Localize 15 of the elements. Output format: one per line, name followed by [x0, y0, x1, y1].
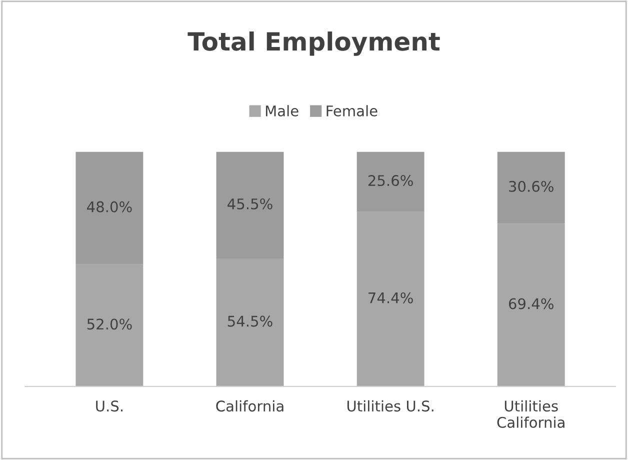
data-label: 54.5% — [228, 316, 272, 327]
data-label: 25.6% — [368, 175, 413, 186]
x-tick-label: Utilities California — [497, 400, 564, 428]
data-label: 69.4% — [508, 298, 554, 310]
data-label: 74.4% — [368, 292, 413, 304]
data-label: 52.0% — [87, 318, 132, 330]
x-tick-label: U.S. — [96, 400, 122, 412]
data-label: 45.5% — [228, 198, 272, 210]
chart-title: Total Employment — [188, 32, 440, 56]
legend-label: Female — [326, 105, 378, 116]
data-label: 48.0% — [87, 201, 132, 212]
x-tick-label: Utilities U.S. — [347, 400, 434, 412]
legend-label: Male — [266, 105, 298, 116]
data-label: 30.6% — [509, 180, 554, 192]
x-tick-label: California — [216, 400, 284, 412]
